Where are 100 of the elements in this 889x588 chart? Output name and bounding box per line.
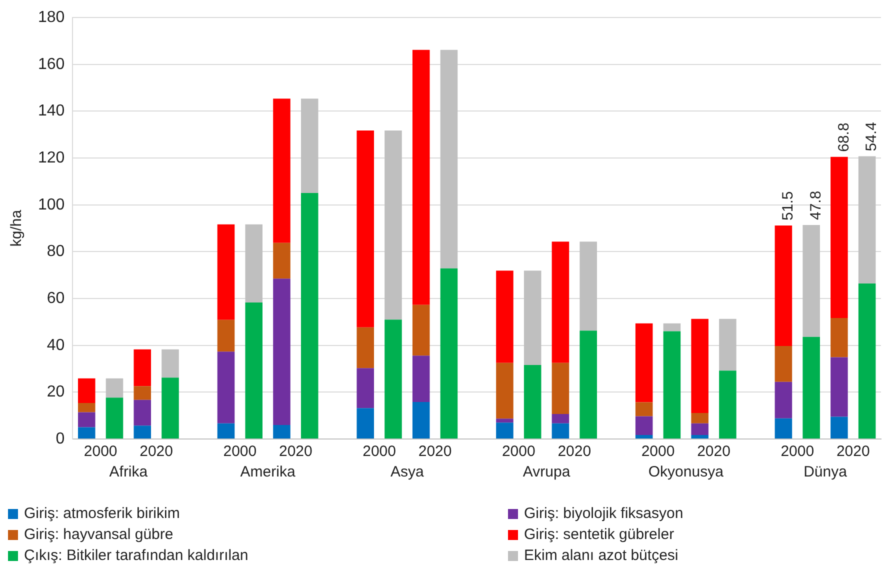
bar xyxy=(524,365,542,438)
text: Asya xyxy=(390,464,424,481)
bar xyxy=(858,284,876,438)
bar xyxy=(830,357,848,417)
legend-label: Giriş: sentetik gübreler xyxy=(524,526,674,543)
bar xyxy=(496,418,514,423)
bar xyxy=(496,362,514,419)
bar xyxy=(106,398,124,438)
x-tick-label: 2020 xyxy=(140,443,173,460)
bar xyxy=(830,416,848,438)
bar xyxy=(440,50,458,268)
bar xyxy=(830,156,848,318)
bar xyxy=(496,270,514,363)
bar xyxy=(356,130,374,328)
x-tick-label: 2000 xyxy=(780,443,814,460)
bar xyxy=(134,426,152,438)
bar xyxy=(691,413,708,424)
bar xyxy=(635,416,653,436)
bar xyxy=(134,386,152,400)
bar xyxy=(245,302,263,438)
bar xyxy=(635,323,653,402)
y-tick-label: 40 xyxy=(46,336,65,354)
legend-label: Çıkış: Bitkiler tarafından kaldırılan xyxy=(24,547,248,564)
bar xyxy=(552,423,570,438)
x-tick-label: 2000 xyxy=(84,443,118,460)
x-tick-label: 2000 xyxy=(362,443,396,460)
bar xyxy=(134,349,152,386)
data-label: 54.4 xyxy=(863,122,880,152)
bar xyxy=(774,225,792,346)
y-tick-label: 60 xyxy=(46,290,65,307)
bar xyxy=(691,318,708,414)
bar xyxy=(217,352,235,424)
bar xyxy=(691,423,708,436)
bar xyxy=(78,427,96,438)
y-tick-label: 20 xyxy=(46,384,65,401)
bar xyxy=(162,349,179,378)
bar xyxy=(412,304,430,356)
y-tick-label: 120 xyxy=(38,149,65,166)
bar xyxy=(524,270,542,366)
bar xyxy=(300,192,318,438)
y-tick-label: 80 xyxy=(46,243,65,260)
y-axis-title: kg/ha xyxy=(8,209,26,247)
bar xyxy=(217,224,235,320)
legend-label: Ekim alanı azot bütçesi xyxy=(524,547,678,564)
bar xyxy=(106,378,124,398)
bar xyxy=(384,320,402,438)
bar xyxy=(273,98,290,243)
bar xyxy=(217,320,235,352)
x-tick-label: 2020 xyxy=(836,443,870,460)
x-tick-label: 2020 xyxy=(418,443,452,460)
bar xyxy=(496,422,514,438)
x-tick-label: 2000 xyxy=(641,443,675,460)
bar xyxy=(552,414,570,424)
bar xyxy=(356,368,374,408)
bar xyxy=(217,423,235,438)
text: Dünya xyxy=(804,464,848,481)
bar xyxy=(245,224,263,303)
bar xyxy=(802,225,820,337)
bar xyxy=(774,382,792,418)
bar xyxy=(273,278,290,425)
bar xyxy=(412,356,430,402)
bar xyxy=(78,412,96,428)
bar xyxy=(552,362,570,414)
bar xyxy=(552,242,570,363)
text: Amerika xyxy=(240,464,296,481)
bar xyxy=(78,402,96,412)
x-tick-label: 2000 xyxy=(223,443,257,460)
legend-label: Giriş: hayvansal gübre xyxy=(24,526,174,543)
bar xyxy=(830,318,848,358)
bar xyxy=(663,331,681,438)
text: Afrika xyxy=(109,464,148,481)
x-tick-label: 2020 xyxy=(558,443,592,460)
x-tick-label: 2020 xyxy=(697,443,730,460)
bar xyxy=(356,408,374,438)
bar xyxy=(412,402,430,438)
y-tick-label: 100 xyxy=(38,196,65,214)
text: Okyonusya xyxy=(648,464,724,481)
y-tick-label: 180 xyxy=(38,9,65,26)
legend-label: Giriş: atmosferik birikim xyxy=(24,505,180,522)
bar xyxy=(691,435,708,438)
legend-label: Giriş: biyolojik fiksasyon xyxy=(524,505,684,522)
bar xyxy=(663,323,681,332)
bar xyxy=(356,327,374,368)
bar xyxy=(719,370,736,438)
x-tick-label: 2000 xyxy=(502,443,536,460)
bar xyxy=(635,402,653,416)
bar xyxy=(802,336,820,438)
bar xyxy=(635,435,653,438)
bar xyxy=(858,156,876,284)
bar xyxy=(774,346,792,382)
y-tick-label: 0 xyxy=(56,430,65,448)
bar xyxy=(580,242,597,331)
bar xyxy=(384,130,402,320)
bar xyxy=(78,378,96,403)
bar xyxy=(300,98,318,193)
x-tick-label: 2020 xyxy=(278,443,312,460)
bar xyxy=(162,378,179,438)
data-label: 68.8 xyxy=(835,122,852,152)
bar xyxy=(580,330,597,438)
bar xyxy=(134,400,152,426)
